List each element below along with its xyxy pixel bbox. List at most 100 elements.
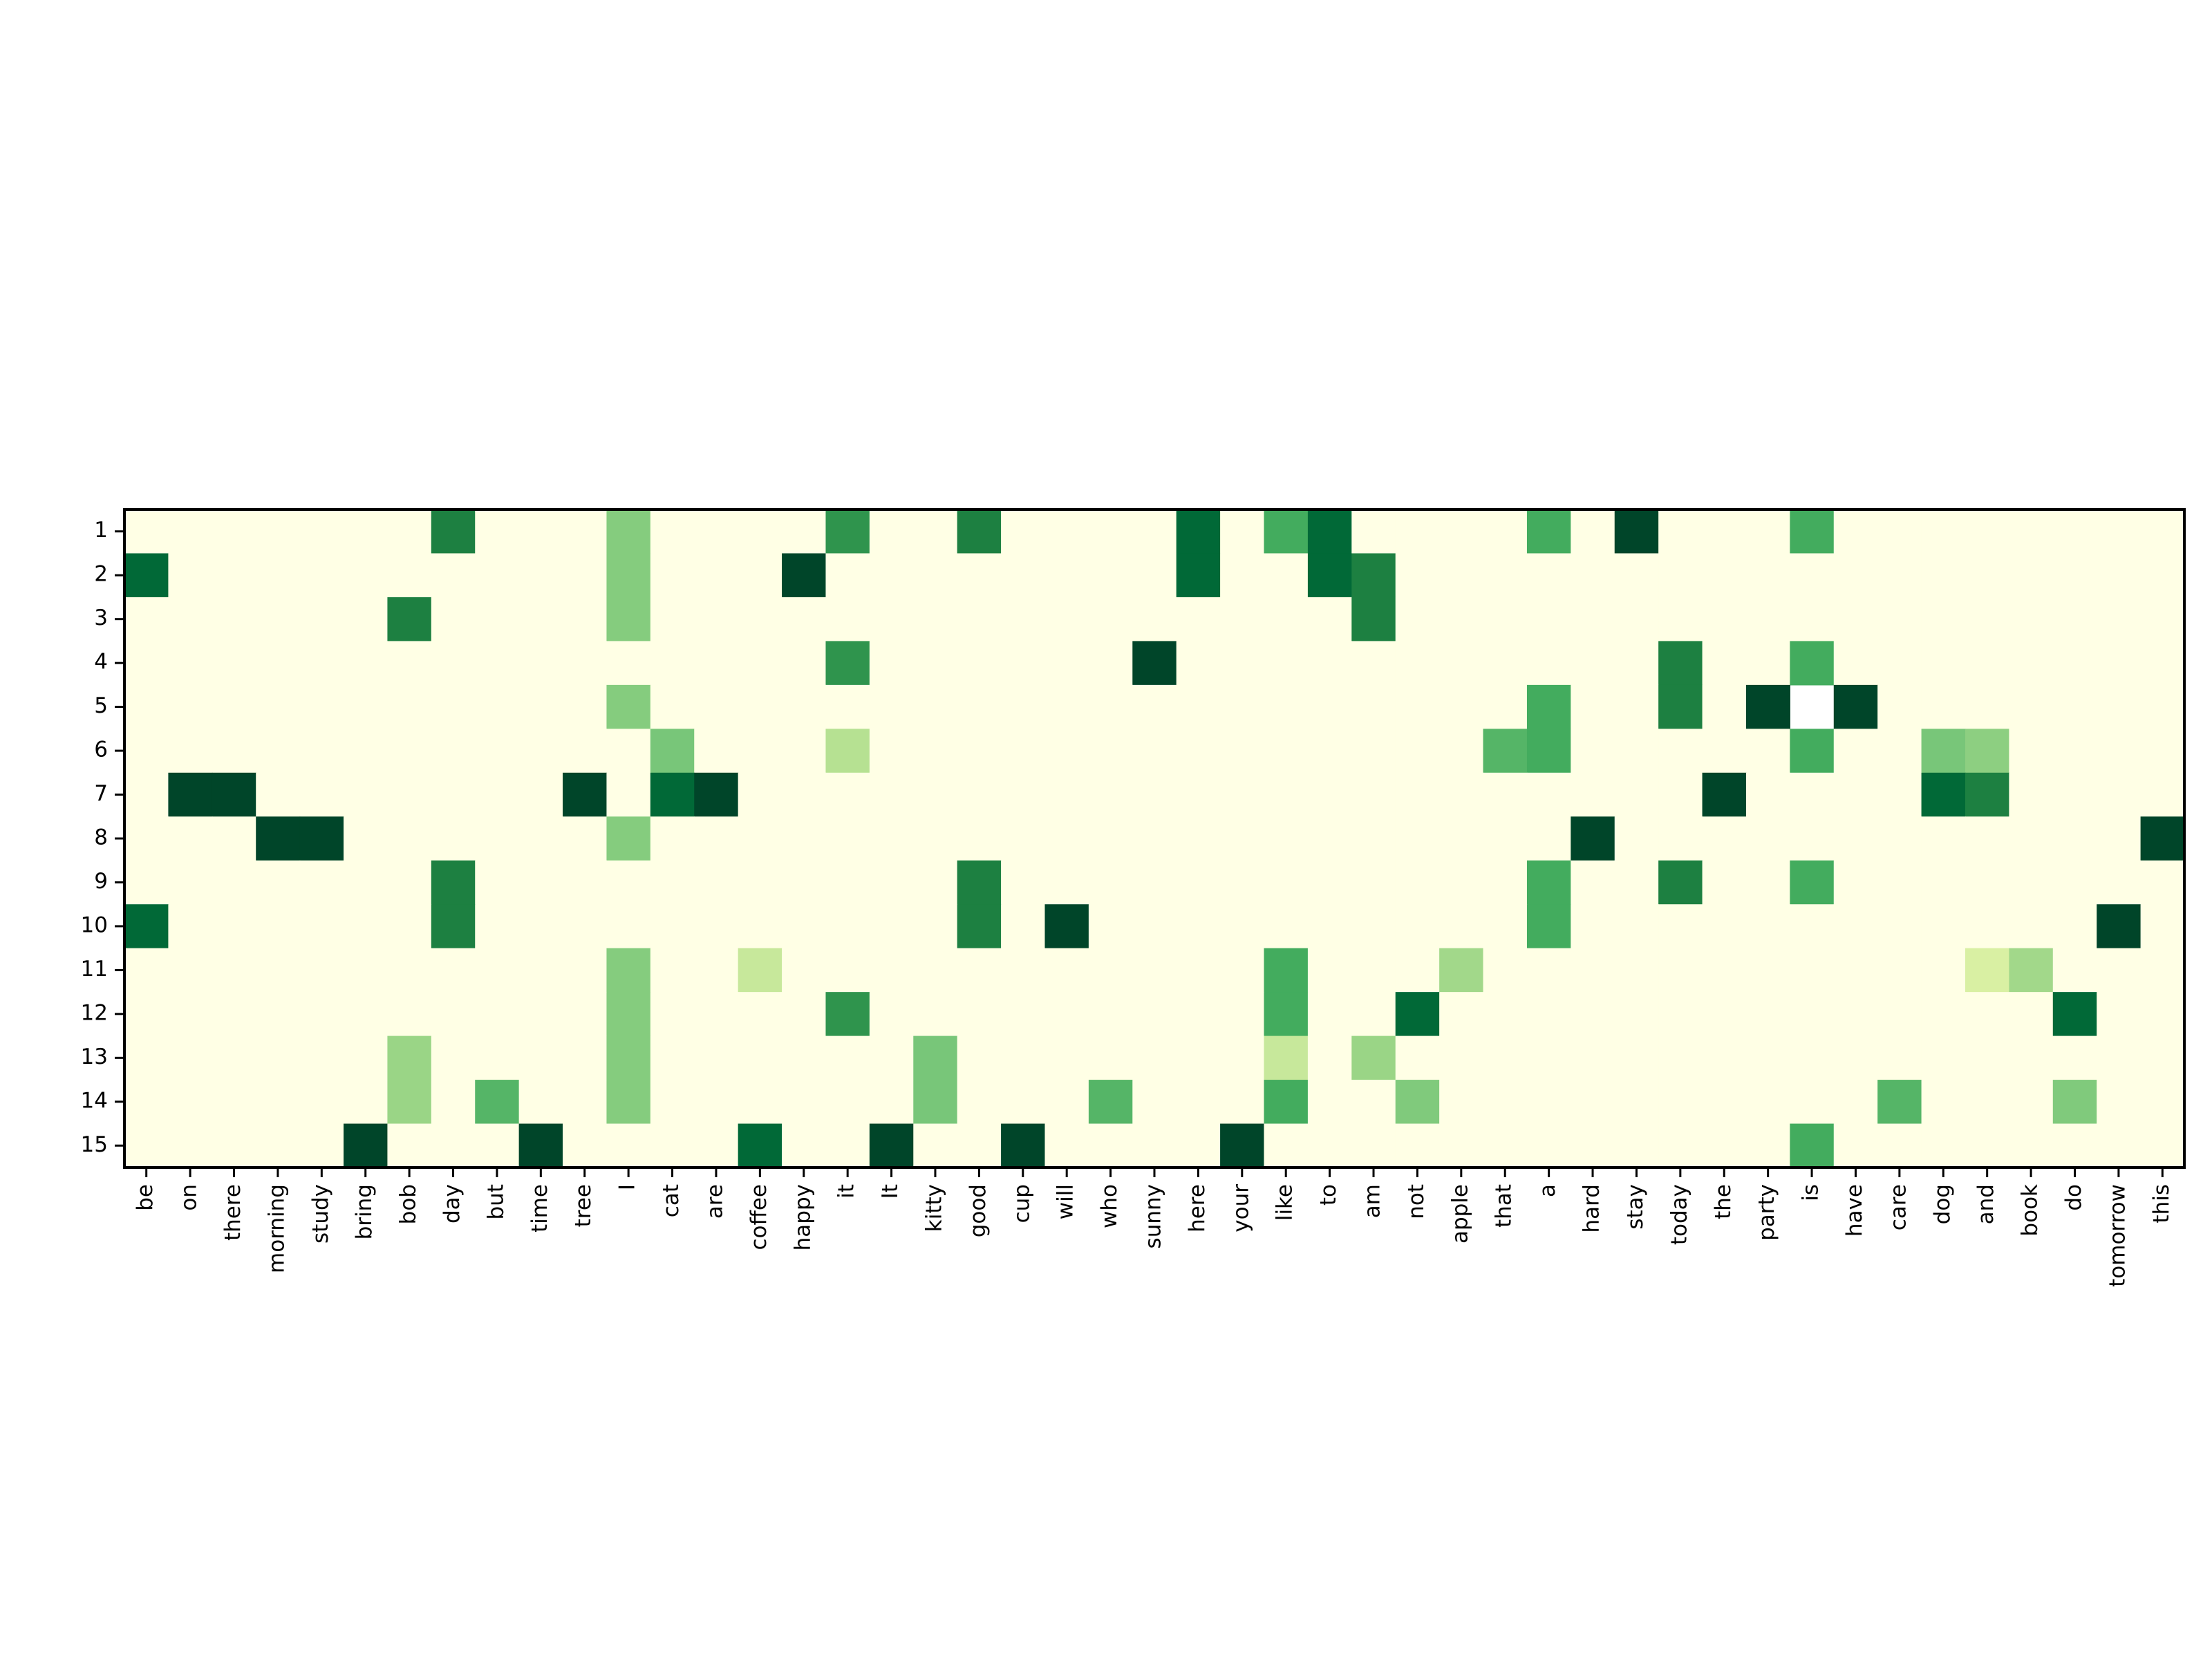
cell (299, 1035, 344, 1080)
cell (825, 684, 870, 729)
cell (387, 641, 432, 686)
cell (212, 641, 256, 686)
cell (1921, 1123, 1966, 1168)
cell (738, 641, 782, 686)
cell (2097, 992, 2141, 1037)
cell (825, 948, 870, 993)
cell (1526, 904, 1571, 949)
cell (124, 1080, 169, 1125)
cell (1439, 684, 1484, 729)
cell (1526, 1080, 1571, 1125)
cell (1745, 992, 1790, 1037)
x-tick-label: morning (264, 1184, 289, 1273)
cell (1571, 1080, 1615, 1125)
cell (1483, 772, 1528, 817)
cell (212, 904, 256, 949)
cell (2009, 1080, 2054, 1125)
cell (2009, 729, 2054, 774)
y-tick-label: 7 (94, 781, 108, 806)
cell (1132, 1080, 1177, 1125)
cell (1220, 1123, 1265, 1168)
cell (1351, 1123, 1396, 1168)
cell (1351, 729, 1396, 774)
cell (1132, 860, 1177, 905)
cell (1965, 1080, 2009, 1125)
cell (212, 772, 256, 817)
cell (1965, 816, 2009, 861)
cell (957, 1080, 1002, 1125)
cell (387, 992, 432, 1037)
cell (2140, 509, 2185, 554)
cell (344, 729, 388, 774)
cell (387, 904, 432, 949)
cell (1921, 553, 1966, 598)
cell (431, 860, 476, 905)
cell (124, 641, 169, 686)
cell (1702, 553, 1747, 598)
cell (168, 684, 213, 729)
cell (1132, 553, 1177, 598)
cell (475, 1035, 520, 1080)
cell (1571, 816, 1615, 861)
cell (563, 597, 608, 641)
cell (1307, 553, 1352, 598)
cell (1790, 729, 1835, 774)
x-tick-label: do (2061, 1184, 2086, 1211)
cell (1351, 816, 1396, 861)
cell (2140, 948, 2185, 993)
cell (782, 772, 827, 817)
cell (1307, 772, 1352, 817)
cell (1877, 992, 1922, 1037)
cell (1965, 948, 2009, 993)
cell (957, 860, 1002, 905)
cell (1790, 641, 1835, 686)
cell (1044, 597, 1089, 641)
cell (957, 641, 1002, 686)
cell (606, 860, 651, 905)
cell (738, 904, 782, 949)
cell (782, 904, 827, 949)
cell (738, 553, 782, 598)
cell (1001, 641, 1046, 686)
cell (1351, 860, 1396, 905)
cell (212, 729, 256, 774)
cell (518, 860, 563, 905)
cell (825, 1080, 870, 1125)
cell (518, 1080, 563, 1125)
cell (957, 1035, 1002, 1080)
cell (869, 948, 914, 993)
cell (782, 948, 827, 993)
cell (1001, 553, 1046, 598)
cell (256, 509, 301, 554)
cell (650, 948, 695, 993)
cell (1921, 1080, 1966, 1125)
cell (1571, 860, 1615, 905)
cell (738, 1035, 782, 1080)
cell (1395, 860, 1440, 905)
cell (738, 948, 782, 993)
cell (1526, 729, 1571, 774)
cell (1307, 1123, 1352, 1168)
x-tick-label: coffee (747, 1184, 771, 1250)
cell (1745, 1080, 1790, 1125)
cell (1395, 684, 1440, 729)
cell (1220, 684, 1265, 729)
cell (1264, 597, 1309, 641)
cell (1614, 1080, 1659, 1125)
cell (2052, 992, 2097, 1037)
cell (913, 553, 958, 598)
cell (1351, 948, 1396, 993)
cell (1571, 1035, 1615, 1080)
cell (168, 1080, 213, 1125)
cell (1483, 904, 1528, 949)
cell (1483, 509, 1528, 554)
cell (1571, 772, 1615, 817)
cell (431, 597, 476, 641)
cell (387, 1080, 432, 1125)
cell (1307, 1035, 1352, 1080)
x-tick-label: hard (1580, 1184, 1604, 1233)
cell (650, 772, 695, 817)
cell (1176, 684, 1221, 729)
cell (869, 992, 914, 1037)
cell (1877, 772, 1922, 817)
